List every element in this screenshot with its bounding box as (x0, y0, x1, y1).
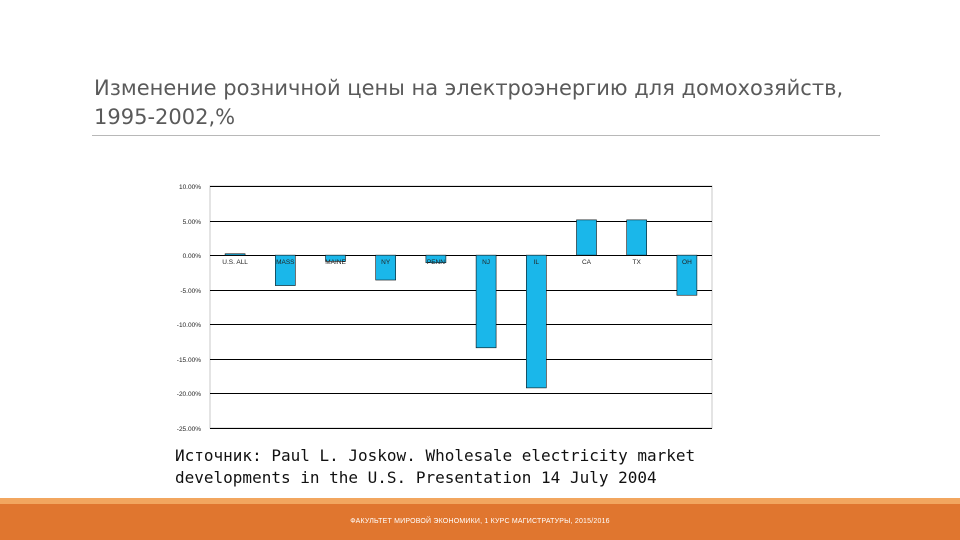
bar (375, 254, 396, 281)
bar (626, 219, 648, 256)
bar (224, 253, 246, 256)
y-tick-label: -10.00% (177, 322, 201, 329)
x-category-label: NJ (482, 259, 490, 266)
y-tick-label: 0.00% (183, 253, 202, 260)
y-tick-label: -15.00% (177, 357, 201, 364)
footer-stripe (0, 498, 960, 504)
bar (676, 254, 698, 296)
y-tick-label: 10.00% (179, 184, 201, 191)
footer-bar (0, 498, 960, 540)
title-divider (92, 135, 880, 136)
x-category-label: IL (534, 259, 540, 266)
y-tick-label: 5.00% (183, 219, 202, 226)
bar-chart: 10.00% 5.00% 0.00% -5.00% -10.00% -15.00% -20.… (150, 178, 715, 432)
bar (525, 254, 547, 389)
footer-text: ФАКУЛЬТЕТ МИРОВОЙ ЭКОНОМИКИ, 1 КУРС МАГИ… (350, 518, 610, 525)
x-category-label: U.S. ALL (222, 259, 248, 266)
x-category-label: MASS (276, 259, 295, 266)
chart-svg: 10.00% 5.00% 0.00% -5.00% -10.00% -15.00% -20.… (177, 184, 713, 432)
y-tick-label: -5.00% (180, 288, 201, 295)
bar (425, 254, 447, 264)
x-category-label: MAINE (325, 259, 346, 266)
slide-title: Изменение розничной цены на электроэнерг… (94, 76, 844, 129)
x-category-label: NY (381, 259, 391, 266)
bar (576, 219, 597, 256)
x-category-label: TX (633, 259, 642, 266)
source-note: Источник: Paul L. Joskow. Wholesale elec… (175, 446, 696, 487)
bar (275, 254, 296, 286)
y-tick-label: -20.00% (177, 391, 201, 398)
x-category-label: OH (682, 259, 692, 266)
y-tick-label: -25.00% (177, 426, 201, 432)
x-category-label: CA (582, 259, 592, 266)
bar (475, 254, 497, 349)
x-category-label: PENN (427, 259, 445, 266)
bar (325, 254, 346, 262)
